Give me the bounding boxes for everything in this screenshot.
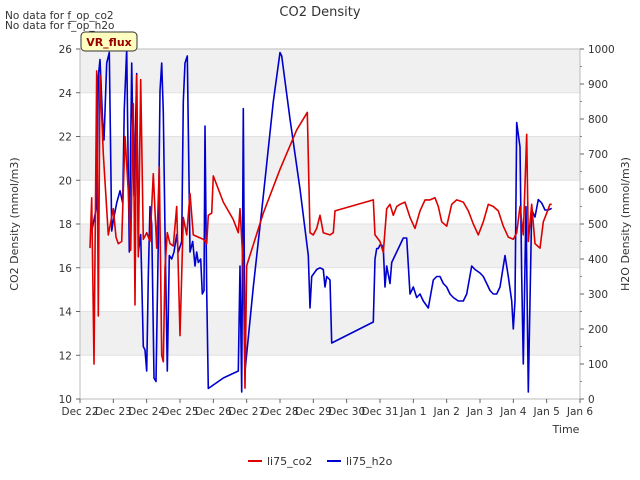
- x-tick-label: Dec 29: [295, 406, 332, 418]
- x-tick-label: Dec 27: [228, 406, 265, 418]
- x-tick-label: Dec 30: [328, 406, 365, 418]
- x-tick-label: Dec 25: [161, 406, 198, 418]
- y-axis-left-ticks: 10 12 14 16 18 20 22 24 26: [59, 44, 80, 406]
- chart-title: CO2 Density: [279, 5, 360, 20]
- y-axis-right-ticks: 0 100 200 300 400 500 600 700 800 900 1000: [580, 44, 615, 406]
- y-right-tick-label: 300: [588, 289, 608, 301]
- x-tick-label: Dec 22: [61, 406, 98, 418]
- y-right-tick-label: 600: [588, 184, 608, 196]
- y-left-tick-label: 24: [59, 88, 73, 100]
- y-left-tick-label: 18: [59, 219, 72, 231]
- legend: li75_co2 li75_h2o: [248, 455, 393, 468]
- y-right-tick-label: 900: [588, 79, 608, 91]
- site-label-box: VR_flux: [80, 31, 138, 52]
- x-tick-label: Jan 1: [399, 406, 426, 418]
- legend-label-co2: li75_co2: [267, 455, 312, 468]
- site-label-background: [80, 31, 138, 52]
- x-axis-label: Time: [552, 423, 580, 436]
- grid-bands: [80, 49, 580, 356]
- grid-band: [80, 49, 580, 93]
- y-right-tick-label: 1000: [588, 44, 615, 56]
- y-right-tick-label: 500: [588, 219, 608, 231]
- y-left-tick-label: 26: [59, 44, 73, 56]
- x-tick-label: Dec 31: [361, 406, 398, 418]
- series-line-li75_co2: [89, 70, 552, 389]
- x-tick-label: Jan 4: [499, 406, 527, 418]
- x-tick-label: Jan 5: [533, 406, 560, 418]
- x-tick-label: Jan 3: [466, 406, 493, 418]
- grid-band: [80, 311, 580, 356]
- y-right-tick-label: 700: [588, 149, 608, 161]
- x-tick-label: Jan 6: [566, 406, 594, 418]
- site-label: VR_flux: [86, 36, 132, 49]
- y-right-tick-label: 100: [588, 359, 608, 371]
- y-axis-left-label: CO2 Density (mmol/m3): [8, 157, 21, 290]
- y-left-tick-label: 16: [59, 263, 73, 275]
- series-line-li75_h2o: [90, 49, 553, 393]
- y-axis-right-label: H2O Density (mmol/m3): [619, 157, 632, 291]
- no-data-note-co2: No data for f_op_co2: [5, 10, 114, 22]
- legend-label-h2o: li75_h2o: [346, 455, 393, 468]
- y-left-tick-label: 10: [59, 394, 72, 406]
- y-right-tick-label: 0: [588, 394, 595, 406]
- y-right-tick-label: 400: [588, 254, 608, 266]
- y-left-tick-label: 22: [59, 132, 72, 144]
- x-tick-label: Dec 26: [195, 406, 232, 418]
- grid-band: [80, 224, 580, 268]
- y-left-tick-label: 12: [59, 350, 72, 362]
- no-data-note-h2o: No data for f_op_h2o: [5, 20, 114, 32]
- x-tick-label: Dec 23: [95, 406, 132, 418]
- series-layer: [89, 49, 553, 393]
- y-left-tick-label: 14: [59, 307, 73, 319]
- x-tick-label: Dec 28: [261, 406, 298, 418]
- legend-item-h2o: li75_h2o: [327, 455, 393, 468]
- y-right-tick-label: 800: [588, 114, 608, 126]
- legend-item-co2: li75_co2: [248, 455, 312, 468]
- x-tick-label: Jan 2: [433, 406, 460, 418]
- grid-band: [80, 136, 580, 181]
- y-left-tick-label: 20: [59, 175, 72, 187]
- y-right-tick-label: 200: [588, 324, 608, 336]
- x-tick-label: Dec 24: [128, 406, 165, 418]
